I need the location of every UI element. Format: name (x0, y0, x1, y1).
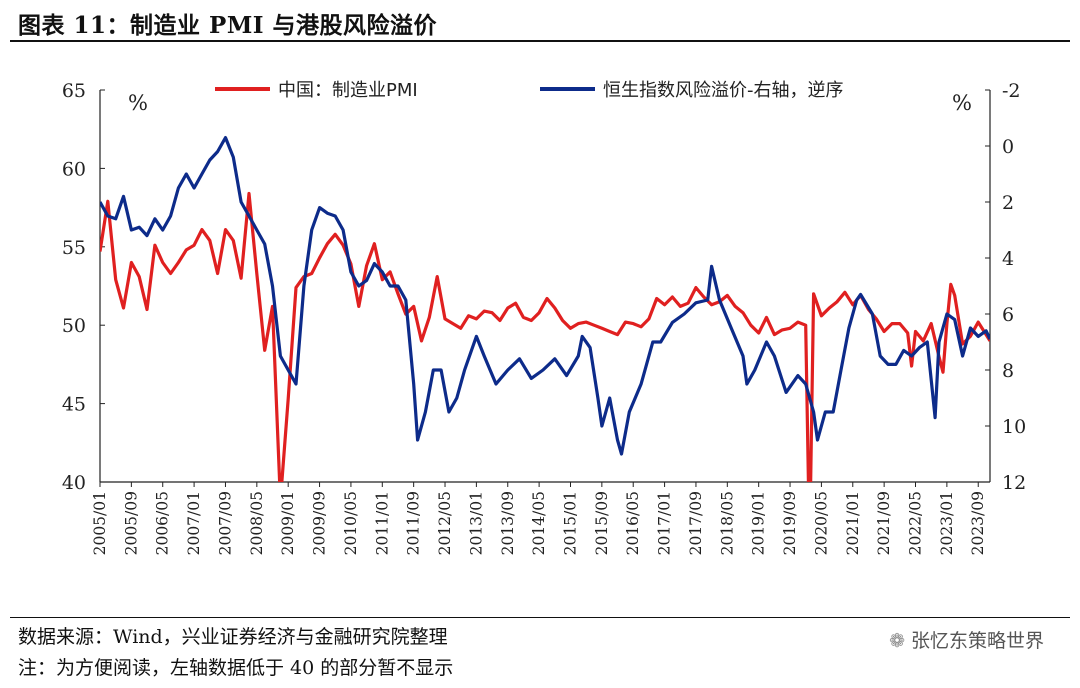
left-tick-label: 55 (62, 237, 86, 259)
x-tick-label: 2023/09 (969, 491, 987, 555)
left-axis-unit: % (128, 91, 148, 115)
right-tick-label: 4 (1002, 248, 1014, 270)
x-tick-label: 2016/05 (624, 491, 642, 555)
footer-rule (10, 617, 1070, 618)
legend-label: 恒生指数风险溢价-右轴，逆序 (603, 80, 844, 101)
x-tick-label: 2021/01 (844, 491, 862, 555)
x-tick-label: 2015/01 (561, 491, 579, 555)
x-tick-label: 2020/05 (812, 491, 830, 555)
x-tick-label: 2011/09 (405, 491, 423, 555)
wechat-icon: ❁ (889, 630, 905, 652)
x-tick-label: 2005/09 (122, 491, 140, 555)
risk-premium-line (100, 136, 990, 456)
right-tick-label: 8 (1002, 360, 1014, 382)
right-axis-unit: % (952, 91, 972, 115)
x-tick-label: 2013/09 (499, 491, 517, 555)
right-tick-label: 0 (1002, 136, 1014, 158)
x-tick-label: 2017/09 (687, 491, 705, 555)
left-tick-label: 60 (62, 158, 86, 180)
x-tick-label: 2017/01 (656, 491, 674, 555)
x-tick-label: 2021/09 (875, 491, 893, 555)
series-group (100, 136, 990, 482)
x-tick-label: 2005/01 (91, 491, 109, 555)
x-tick-label: 2011/01 (373, 491, 391, 555)
right-tick-label: 2 (1002, 192, 1014, 214)
x-tick-label: 2018/05 (718, 491, 736, 555)
x-tick-label: 2009/01 (279, 491, 297, 555)
x-tick-label: 2007/01 (185, 491, 203, 555)
x-tick-label: 2019/01 (750, 491, 768, 555)
x-tick-label: 2006/05 (154, 491, 172, 555)
x-tick-label: 2008/05 (248, 491, 266, 555)
figure-title: 图表 11：制造业 PMI 与港股风险溢价 (18, 12, 438, 39)
x-tick-label: 2014/05 (530, 491, 548, 555)
left-tick-label: 40 (62, 472, 86, 494)
x-tick-label: 2015/09 (593, 491, 611, 555)
x-tick-label: 2023/01 (938, 491, 956, 555)
right-tick-label: -2 (1002, 80, 1021, 102)
x-tick-label: 2007/09 (216, 491, 234, 555)
title-rule (10, 40, 1070, 42)
x-tick-label: 2009/09 (311, 491, 329, 555)
watermark-text: 张忆东策略世界 (910, 630, 1044, 652)
footnote: 注：为方便阅读，左轴数据低于 40 的部分暂不显示 (18, 657, 454, 679)
watermark: ❁ 张忆东策略世界 (889, 626, 1044, 653)
right-tick-label: 12 (1002, 472, 1026, 494)
right-tick-label: 6 (1002, 304, 1014, 326)
legend-label: 中国：制造业PMI (278, 80, 418, 101)
right-tick-label: 10 (1002, 416, 1026, 438)
left-tick-label: 65 (62, 80, 86, 102)
x-tick-label: 2010/05 (342, 491, 360, 555)
x-tick-label: 2013/01 (467, 491, 485, 555)
x-tick-label: 2022/05 (907, 491, 925, 555)
left-tick-label: 45 (62, 394, 86, 416)
x-tick-label: 2012/05 (436, 491, 454, 555)
x-tick-label: 2019/09 (781, 491, 799, 555)
left-tick-label: 50 (62, 315, 86, 337)
data-source: 数据来源：Wind，兴业证券经济与金融研究院整理 (18, 626, 448, 648)
line-chart: 40 45 50 55 60 65 -2 0 2 4 6 8 10 12% % 2005/01 2005/09 2… (62, 80, 1026, 555)
